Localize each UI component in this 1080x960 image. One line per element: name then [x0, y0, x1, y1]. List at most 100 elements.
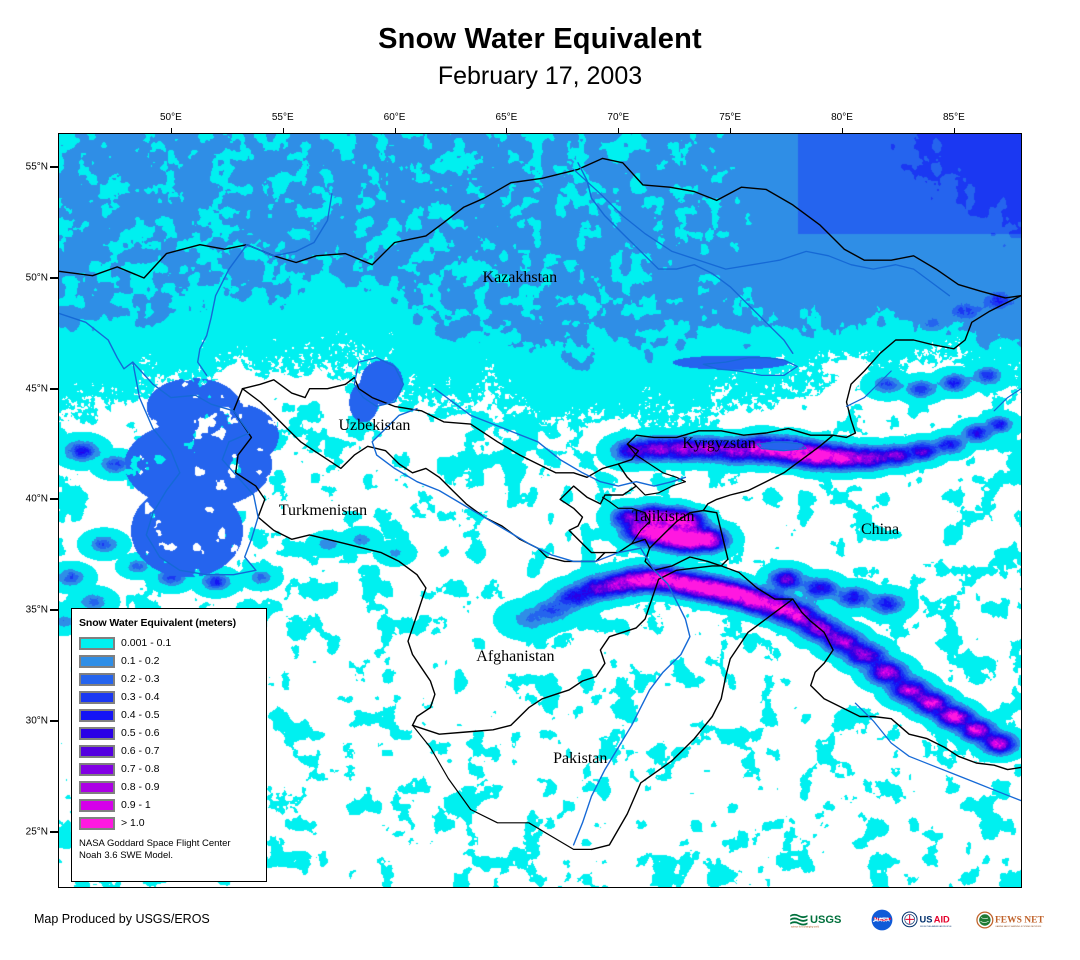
legend-credit-line-2: Noah 3.6 SWE Model. — [79, 850, 173, 861]
legend-row: 0.2 - 0.3 — [79, 670, 259, 688]
lat-tick-mark — [50, 719, 58, 722]
river-volga — [59, 312, 134, 370]
lon-tick-label: 50°E — [159, 112, 182, 123]
lon-tick-label: 75°E — [719, 112, 742, 123]
lon-tick-mark — [394, 128, 396, 134]
svg-text:USGS: USGS — [810, 914, 841, 926]
lat-tick-label: 50°N — [25, 272, 48, 284]
legend-swatch — [79, 780, 115, 794]
river-ili — [845, 370, 892, 407]
country-label-tajikistan: Tajikistan — [631, 508, 695, 526]
legend-swatch — [79, 690, 115, 704]
lat-tick-label: 45°N — [25, 383, 48, 395]
lon-tick-mark — [730, 128, 732, 134]
lon-tick-label: 55°E — [271, 112, 294, 123]
legend-label: > 1.0 — [121, 817, 145, 829]
river-ural-lower — [197, 244, 248, 377]
legend-swatch — [79, 672, 115, 686]
lon-tick-label: 60°E — [383, 112, 406, 123]
lat-tick-label: 55°N — [25, 161, 48, 173]
lat-tick-mark — [50, 498, 58, 501]
legend-row: 0.1 - 0.2 — [79, 652, 259, 670]
shoreline-issyk-kul — [756, 441, 807, 452]
lon-tick-label: 80°E — [831, 112, 853, 123]
svg-text:FAMINE EARLY WARNING SYSTEMS N: FAMINE EARLY WARNING SYSTEMS NETWORK — [996, 925, 1042, 928]
lon-tick-mark — [506, 128, 508, 134]
border-tajikistan-fergana — [602, 496, 651, 545]
legend-swatch — [79, 654, 115, 668]
river-ganges-upper — [854, 702, 1021, 802]
legend-row: > 1.0 — [79, 814, 259, 832]
river-syr-darya — [434, 388, 687, 487]
border-kyrgyzstan-uzbekistan — [626, 443, 686, 496]
page-subtitle-date: February 17, 2003 — [437, 62, 643, 90]
legend-label: 0.3 - 0.4 — [121, 691, 160, 703]
lat-tick-mark — [50, 830, 58, 833]
border-kazakhstan-china — [832, 295, 1021, 439]
border-kazakhstan-uzbekistan — [241, 376, 619, 478]
map-vector-overlay — [59, 157, 1021, 851]
border-russia-kazakhstan — [59, 157, 1021, 299]
lon-tick-label: 85°E — [942, 112, 965, 123]
legend-label: 0.4 - 0.5 — [121, 709, 160, 721]
legend-class-list: 0.001 - 0.1 0.1 - 0.2 0.2 - 0.3 0.3 - 0.4 0.… — [79, 634, 259, 832]
svg-text:FEWS NET: FEWS NET — [995, 916, 1044, 926]
nasa-logo: NASA — [871, 909, 893, 931]
border-uzbekistan-turkmenistan — [241, 388, 548, 558]
shoreline-lake-balkhash — [702, 357, 798, 377]
legend-label: 0.8 - 0.9 — [121, 781, 160, 793]
lat-tick-mark — [50, 166, 58, 169]
river-ural-upper — [246, 193, 333, 257]
lon-tick-mark — [953, 128, 955, 134]
legend-swatch — [79, 726, 115, 740]
lat-tick-label: 40°N — [25, 493, 48, 505]
coast-pakistan — [411, 724, 593, 850]
river-amu-darya — [371, 407, 642, 563]
footer-credit: Map Produced by USGS/EROS — [34, 912, 210, 926]
lat-tick-mark — [50, 387, 58, 390]
lon-tick-mark — [170, 128, 172, 134]
svg-text:US: US — [920, 914, 933, 924]
usaid-logo: US AID FROM THE AMERICAN PEOPLE — [901, 911, 952, 928]
lat-tick-label: 35°N — [25, 604, 48, 616]
legend-title: Snow Water Equivalent (meters) — [79, 617, 237, 629]
border-kyrgyzstan-china — [702, 434, 834, 512]
legend-credit-line-1: NASA Goddard Space Flight Center — [79, 838, 231, 849]
title-block: Snow Water Equivalent February 17, 2003 — [0, 22, 1080, 91]
legend-swatch — [79, 744, 115, 758]
river-irtysh — [572, 168, 951, 297]
legend-row: 0.001 - 0.1 — [79, 634, 259, 652]
lat-tick-label: 25°N — [25, 826, 48, 838]
river-ishim — [577, 162, 794, 354]
lon-tick-label: 65°E — [495, 112, 518, 123]
border-pakistan-india — [590, 598, 794, 851]
border-pakistan-afghanistan — [411, 565, 722, 735]
lon-tick-mark — [842, 128, 844, 134]
legend-swatch — [79, 762, 115, 776]
legend-label: 0.9 - 1 — [121, 799, 151, 811]
lon-tick-mark — [282, 128, 284, 134]
border-tajikistan-west — [559, 463, 637, 554]
svg-text:science for a changing world: science for a changing world — [791, 925, 820, 928]
svg-text:AID: AID — [934, 914, 950, 924]
shoreline-aral-sea — [353, 357, 405, 408]
page-title: Snow Water Equivalent — [378, 23, 702, 55]
lat-tick-mark — [50, 609, 58, 612]
legend-row: 0.9 - 1 — [79, 796, 259, 814]
country-label-pakistan: Pakistan — [553, 749, 608, 767]
legend-swatch — [79, 708, 115, 722]
lon-tick-label: 70°E — [607, 112, 630, 123]
river-indus — [572, 547, 691, 846]
svg-text:FROM THE AMERICAN PEOPLE: FROM THE AMERICAN PEOPLE — [920, 925, 952, 928]
legend-credit: NASA Goddard Space Flight Center Noah 3.… — [79, 838, 259, 862]
legend-label: 0.5 - 0.6 — [121, 727, 160, 739]
legend-label: 0.6 - 0.7 — [121, 745, 160, 757]
border-turkmenistan-iran-afghanistan — [232, 388, 436, 726]
legend-row: 0.7 - 0.8 — [79, 760, 259, 778]
country-label-uzbekistan: Uzbekistan — [338, 417, 411, 435]
legend-label: 0.001 - 0.1 — [121, 637, 172, 649]
border-kazakhstan-kyrgyzstan — [617, 427, 834, 465]
legend-swatch — [79, 816, 115, 830]
country-label-kazakhstan: Kazakhstan — [482, 268, 558, 286]
country-label-kyrgyzstan: Kyrgyzstan — [682, 435, 756, 453]
